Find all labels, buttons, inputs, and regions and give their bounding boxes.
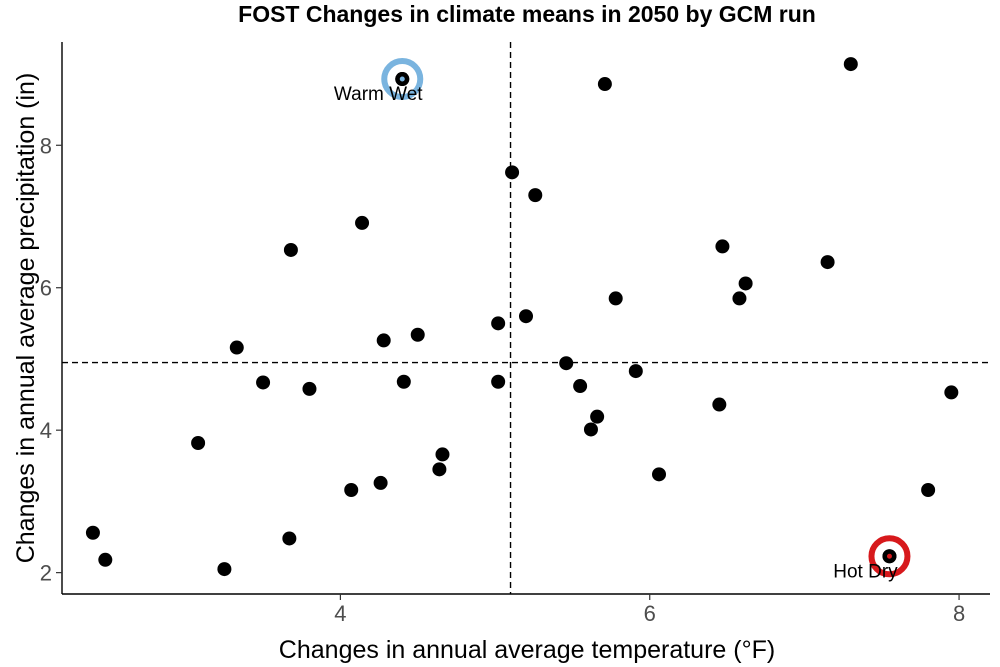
x-axis-label: Changes in annual average temperature (°… (279, 636, 775, 664)
data-point (559, 356, 574, 371)
y-tick-label: 2 (40, 561, 52, 586)
x-tick-label: 8 (953, 601, 965, 626)
data-points (85, 57, 959, 577)
highlight-label: Warm Wet (334, 84, 423, 105)
highlight-ring (868, 535, 911, 578)
data-point (491, 374, 506, 389)
data-point (505, 165, 520, 180)
data-point (256, 375, 271, 390)
axes: 4 6 8 2 4 6 8 (40, 42, 990, 626)
data-point (217, 562, 232, 577)
data-point (98, 552, 113, 567)
data-point (191, 436, 206, 451)
highlighted-runs: Warm Wet Hot Dry (334, 58, 911, 582)
data-point (652, 467, 667, 482)
reference-lines (62, 42, 990, 594)
highlight-center (886, 553, 892, 559)
data-point (944, 385, 959, 400)
data-point (820, 255, 835, 270)
data-point (732, 291, 747, 306)
y-axis-label: Changes in annual average precipitation … (12, 73, 40, 564)
data-point (85, 525, 100, 540)
data-point (435, 447, 450, 462)
data-point (573, 379, 588, 394)
highlight-ring (381, 58, 424, 101)
y-tick-label: 8 (40, 133, 52, 158)
data-point (432, 462, 447, 477)
data-point (410, 327, 425, 342)
x-tick-label: 6 (644, 601, 656, 626)
data-point (590, 409, 605, 424)
data-point (282, 531, 297, 546)
data-point (283, 242, 298, 257)
data-point (628, 364, 643, 379)
chart-title: FOST Changes in climate means in 2050 by… (238, 1, 816, 27)
data-point (738, 276, 753, 291)
data-point (597, 77, 612, 92)
data-point (396, 374, 411, 389)
highlight-center (399, 76, 405, 82)
y-tick-label: 4 (40, 418, 52, 443)
data-point (376, 333, 391, 348)
data-point (843, 57, 858, 72)
data-point (715, 239, 730, 254)
y-tick-label: 6 (40, 276, 52, 301)
data-point (491, 316, 506, 331)
highlight-label: Hot Dry (833, 561, 898, 582)
data-point (519, 309, 533, 324)
x-tick-label: 4 (334, 601, 346, 626)
data-point (712, 397, 727, 412)
data-point (583, 422, 598, 437)
data-point (344, 483, 359, 498)
data-point (229, 340, 244, 355)
data-point (921, 483, 936, 498)
data-point (528, 188, 543, 203)
data-point (608, 291, 623, 306)
data-point (302, 381, 317, 396)
data-point (373, 475, 388, 490)
data-point (355, 215, 370, 230)
